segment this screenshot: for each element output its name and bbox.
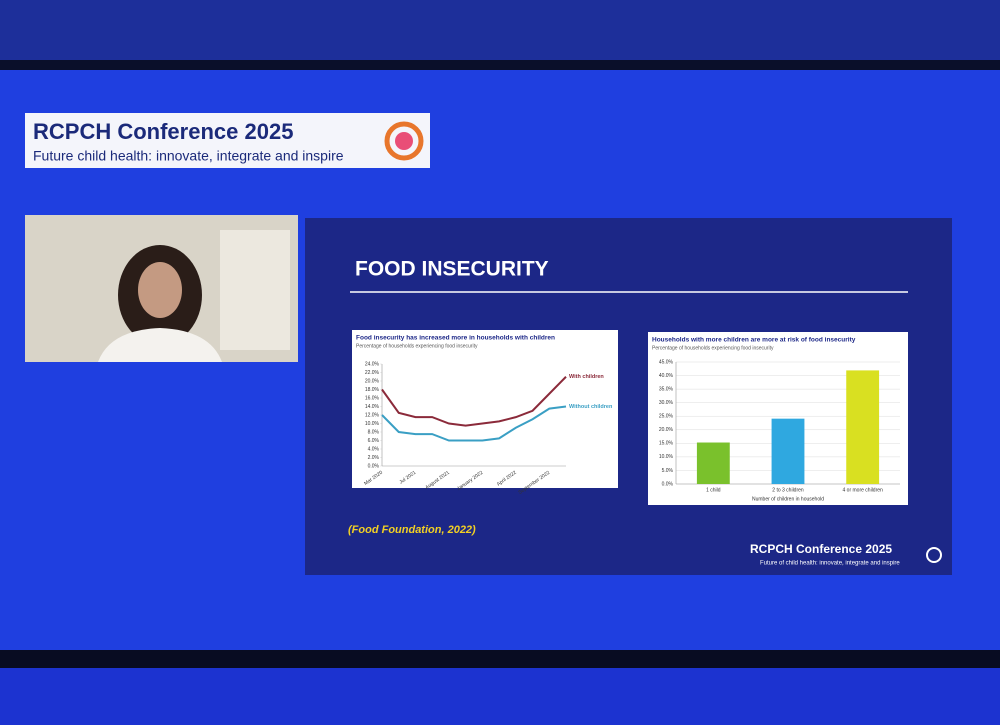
citation: (Food Foundation, 2022) (348, 524, 476, 536)
speaker-face (138, 262, 182, 318)
x-axis-title: Number of children in household (752, 496, 824, 502)
y-tick-label: 4.0% (368, 446, 380, 452)
y-tick-label: 10.0% (659, 454, 674, 460)
y-tick-label: 35.0% (659, 386, 674, 392)
bottom-band (0, 668, 1000, 725)
y-tick-label: 18.0% (365, 387, 380, 393)
logo-icon (395, 132, 413, 150)
y-tick-label: 20.0% (365, 378, 380, 384)
footer-icon (926, 547, 942, 563)
y-tick-label: 0.0% (662, 481, 674, 487)
chart-title: Households with more children are more a… (652, 337, 856, 344)
series-label: With children (569, 374, 604, 380)
footer-logo: RCPCH Conference 2025 (750, 542, 892, 556)
y-tick-label: 20.0% (659, 427, 674, 433)
y-tick-label: 24.0% (365, 361, 380, 367)
x-tick-label: 1 child (706, 487, 721, 493)
y-tick-label: 14.0% (365, 404, 380, 410)
footer-tagline: Future of child health: innovate, integr… (760, 561, 900, 567)
y-tick-label: 40.0% (659, 373, 674, 379)
tagline: Future child health: innovate, integrate… (33, 148, 344, 164)
bar (771, 418, 805, 484)
y-tick-label: 22.0% (365, 370, 380, 376)
x-tick-label: 4 or more children (843, 487, 884, 493)
y-tick-label: 25.0% (659, 414, 674, 420)
logo-text: RCPCH Conference 2025 (33, 119, 293, 144)
y-tick-label: 30.0% (659, 400, 674, 406)
y-tick-label: 15.0% (659, 441, 674, 447)
x-tick-label: 2 to 3 children (772, 487, 804, 493)
logo-box (25, 113, 430, 168)
y-tick-label: 6.0% (368, 438, 380, 444)
y-tick-label: 16.0% (365, 395, 380, 401)
slide-title: FOOD INSECURITY (355, 258, 549, 281)
logo-icon (384, 121, 424, 161)
chart-title: Food insecurity has increased more in ho… (356, 335, 555, 342)
top-band (0, 0, 1000, 60)
line-series (381, 405, 567, 442)
chart-subtitle: Percentage of households experiencing fo… (356, 343, 478, 349)
y-tick-label: 10.0% (365, 421, 380, 427)
y-tick-label: 2.0% (368, 455, 380, 461)
series-label: Without children (569, 404, 613, 410)
y-tick-label: 8.0% (368, 429, 380, 435)
chart-subtitle: Percentage of households experiencing fo… (652, 345, 774, 351)
screen-edge (0, 650, 1000, 668)
y-tick-label: 45.0% (659, 359, 674, 365)
y-tick-label: 12.0% (365, 412, 380, 418)
bar (846, 370, 880, 484)
line-series (381, 376, 567, 427)
y-tick-label: 5.0% (662, 468, 674, 474)
y-tick-label: 0.0% (368, 463, 380, 469)
speaker-body (98, 328, 222, 362)
bar (696, 442, 730, 484)
video-background (220, 230, 290, 350)
screen-edge (0, 60, 1000, 70)
